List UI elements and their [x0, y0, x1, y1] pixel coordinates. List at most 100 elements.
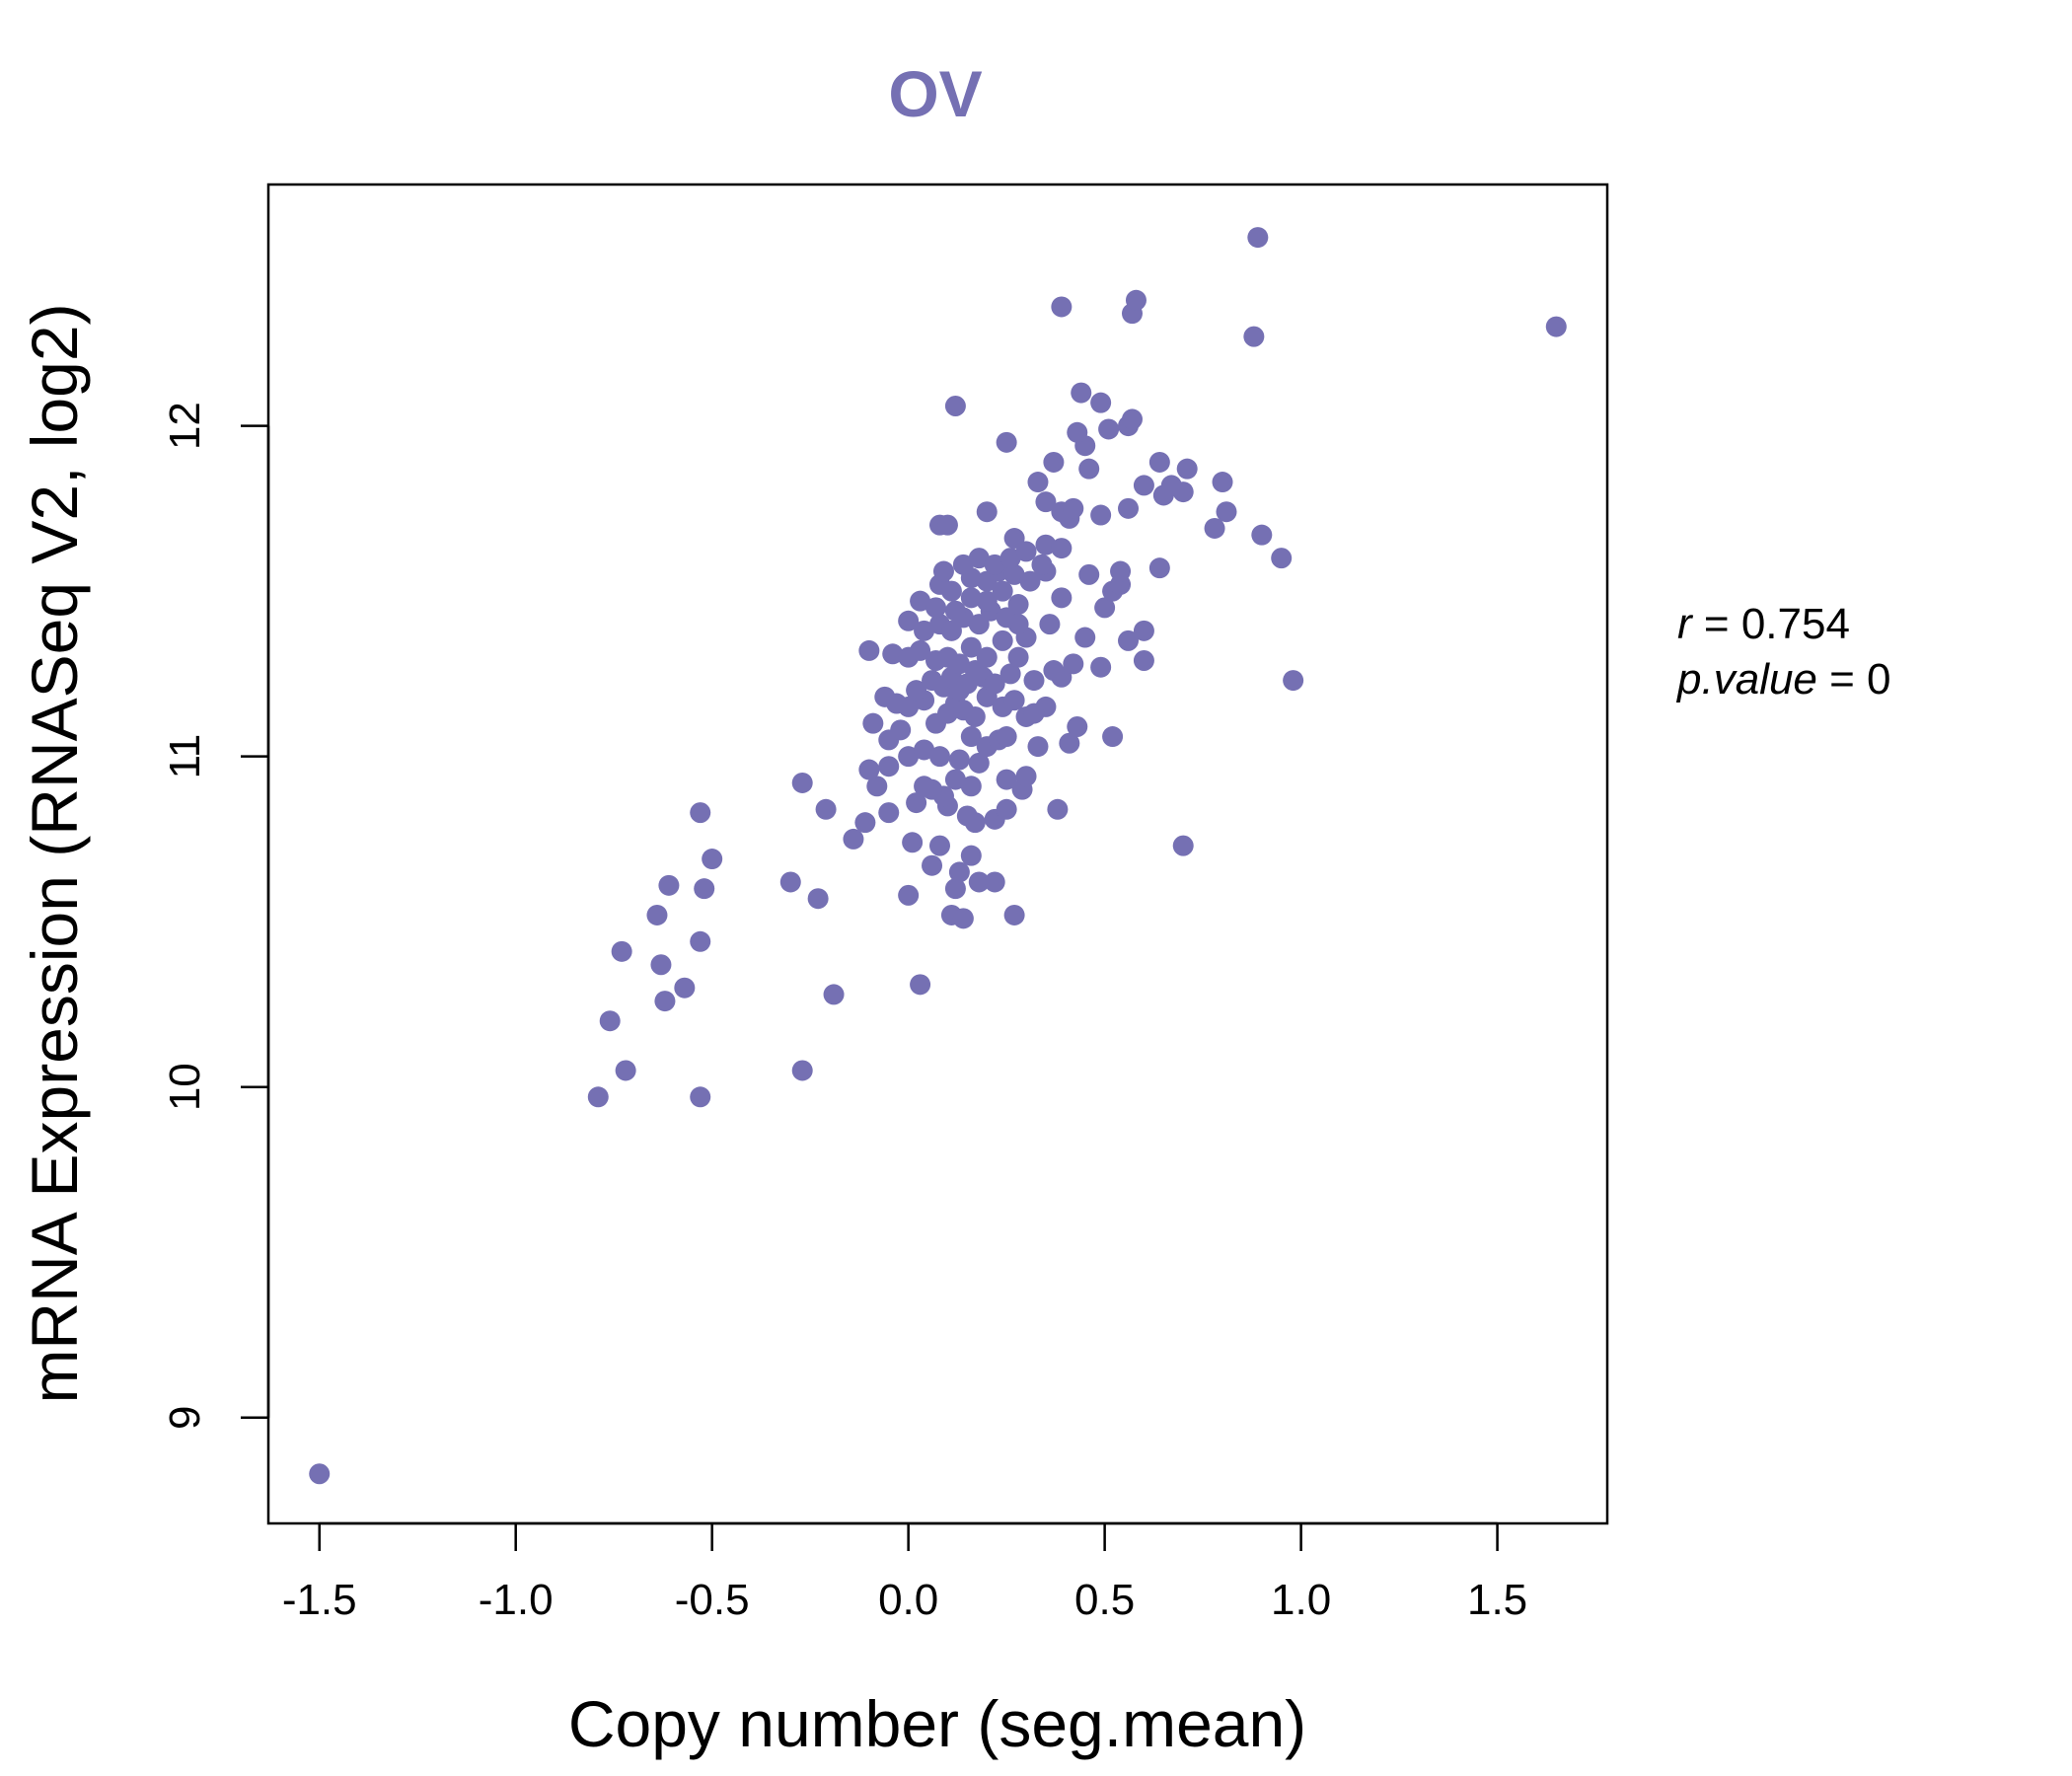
data-point: [960, 776, 982, 797]
data-point: [1078, 563, 1100, 585]
data-point: [654, 991, 676, 1012]
data-point: [1051, 296, 1073, 318]
data-point: [1090, 392, 1112, 413]
data-point: [1035, 491, 1057, 513]
data-point: [1251, 524, 1273, 546]
data-point: [992, 580, 1013, 602]
data-point: [1007, 614, 1029, 635]
data-point: [1007, 646, 1029, 668]
x-tick-label: -0.5: [675, 1576, 750, 1624]
data-point: [1035, 534, 1057, 555]
data-point: [928, 835, 950, 856]
data-point: [928, 746, 950, 768]
data-point: [886, 693, 908, 714]
data-point: [910, 590, 931, 612]
data-point: [878, 802, 900, 824]
data-point: [1133, 475, 1154, 496]
data-point: [1148, 557, 1170, 579]
svg-text:r = 0.754: r = 0.754: [1677, 600, 1850, 648]
data-point: [1003, 904, 1025, 925]
data-point: [999, 663, 1021, 685]
y-tick-label: 11: [161, 734, 209, 779]
data-point: [1067, 716, 1088, 738]
data-point: [944, 878, 966, 900]
data-point: [984, 554, 1005, 575]
data-point: [984, 871, 1005, 893]
data-point: [1094, 597, 1116, 619]
data-point: [936, 514, 958, 536]
data-point: [968, 548, 990, 569]
data-point: [948, 653, 970, 675]
data-point: [944, 769, 966, 790]
data-point: [1102, 726, 1124, 748]
data-point: [1216, 501, 1237, 523]
x-tick-label: 1.5: [1467, 1576, 1527, 1624]
y-axis: 9 10 11 12: [161, 402, 270, 1430]
data-point: [815, 798, 837, 820]
data-point: [1043, 451, 1065, 473]
data-point: [1110, 560, 1132, 582]
data-point: [1118, 497, 1140, 519]
data-point: [960, 636, 982, 658]
data-point: [309, 1463, 331, 1485]
data-point: [1027, 472, 1049, 493]
data-point: [1007, 594, 1029, 616]
data-point: [960, 845, 982, 866]
data-point: [779, 871, 801, 893]
data-point: [992, 629, 1013, 651]
data-point: [1283, 670, 1304, 692]
data-point: [976, 590, 998, 612]
data-point: [952, 908, 974, 929]
data-point: [791, 1060, 813, 1081]
data-point: [910, 639, 931, 661]
data-point: [932, 560, 954, 582]
data-point: [999, 548, 1021, 569]
data-point: [611, 940, 632, 962]
data-point: [690, 930, 711, 952]
data-point: [948, 861, 970, 883]
data-point: [914, 776, 935, 797]
data-point: [587, 1086, 609, 1108]
data-point: [984, 673, 1005, 695]
svg-text:p.value = 0: p.value = 0: [1675, 655, 1891, 703]
data-point: [807, 888, 829, 910]
data-point: [1545, 316, 1567, 337]
data-point: [960, 587, 982, 609]
data-point: [944, 600, 966, 622]
data-point: [1003, 690, 1025, 711]
data-point: [1172, 835, 1194, 856]
data-point: [1212, 472, 1233, 493]
data-point: [1063, 497, 1084, 519]
data-point: [948, 749, 970, 771]
data-point: [694, 878, 715, 900]
data-point: [674, 977, 696, 999]
data-point: [615, 1060, 636, 1081]
data-point: [1047, 798, 1069, 820]
data-point: [1204, 517, 1225, 539]
data-point: [599, 1010, 621, 1032]
data-point: [1172, 481, 1194, 503]
data-point: [1003, 563, 1025, 585]
r-label: r: [1677, 600, 1694, 648]
data-point: [1039, 614, 1061, 635]
data-point: [968, 871, 990, 893]
y-axis-title: mRNA Expression (RNASeq V2, log2): [18, 303, 91, 1403]
data-point: [1243, 326, 1265, 347]
x-tick-label: 0.0: [878, 1576, 938, 1624]
data-point: [940, 580, 962, 602]
data-point: [658, 874, 680, 896]
data-point: [866, 776, 888, 797]
data-point: [690, 1086, 711, 1108]
data-point: [902, 832, 924, 853]
data-point: [940, 620, 962, 641]
data-point: [1071, 382, 1092, 404]
data-point: [854, 812, 876, 834]
data-point: [843, 828, 864, 850]
data-point: [690, 802, 711, 824]
data-point: [976, 501, 998, 523]
x-tick-label: 0.5: [1074, 1576, 1135, 1624]
data-point: [1148, 451, 1170, 473]
data-point: [1059, 732, 1080, 754]
data-point: [914, 620, 935, 641]
data-point: [1019, 570, 1041, 592]
